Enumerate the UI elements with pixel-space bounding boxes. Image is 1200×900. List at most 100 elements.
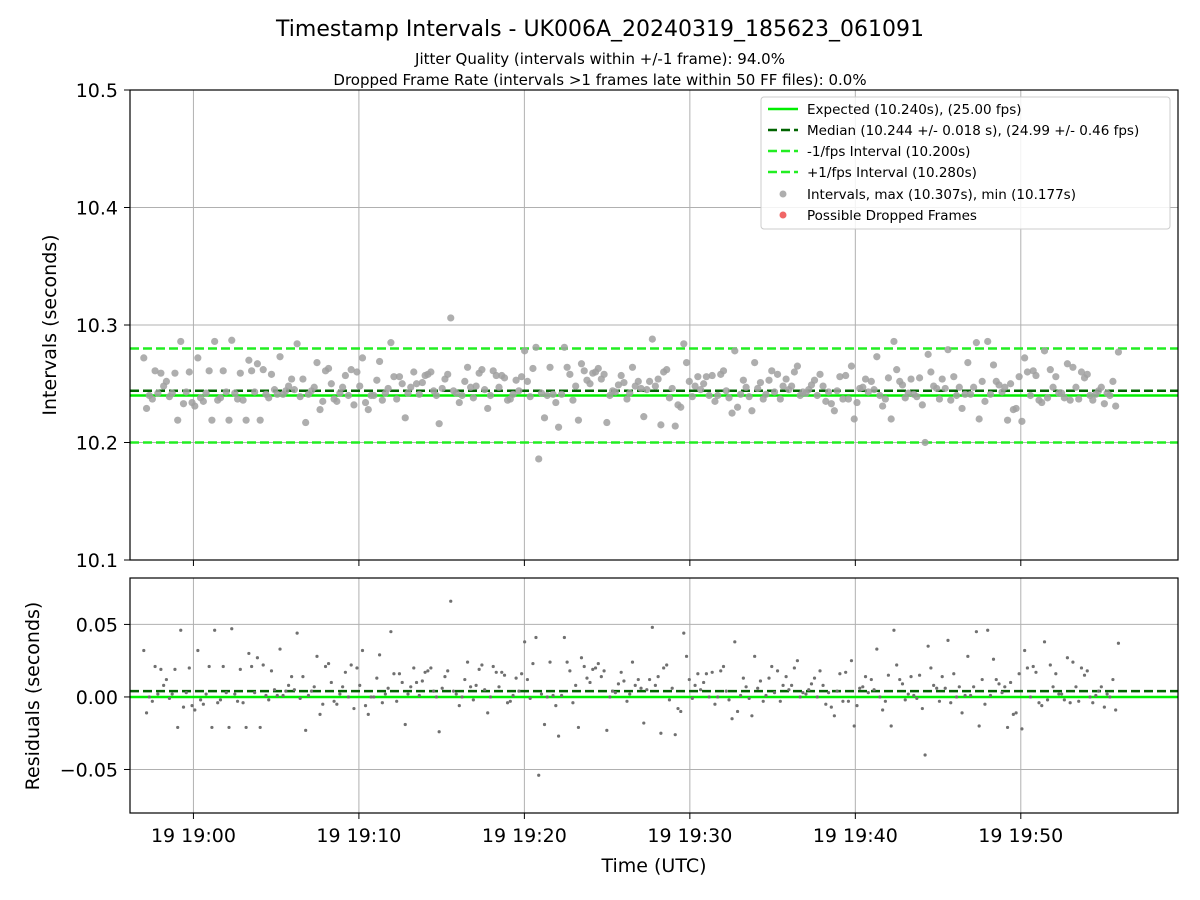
interval-point bbox=[177, 337, 185, 346]
residual-point bbox=[784, 675, 788, 679]
interval-point bbox=[751, 359, 759, 367]
interval-point bbox=[844, 395, 853, 403]
interval-point bbox=[222, 388, 230, 396]
residual-point bbox=[341, 685, 345, 689]
residual-point bbox=[625, 699, 629, 703]
residual-point bbox=[699, 688, 703, 692]
interval-point bbox=[1077, 368, 1086, 376]
residual-point bbox=[517, 689, 521, 693]
residual-point bbox=[812, 676, 817, 680]
interval-point bbox=[256, 416, 264, 424]
residual-point bbox=[1051, 685, 1055, 689]
residual-point bbox=[696, 672, 700, 676]
interval-point bbox=[1060, 394, 1068, 402]
interval-point bbox=[756, 378, 765, 387]
interval-point bbox=[535, 455, 543, 463]
interval-point bbox=[463, 363, 472, 371]
residual-point bbox=[525, 677, 530, 682]
interval-point bbox=[927, 368, 935, 376]
legend-box bbox=[760, 96, 1171, 230]
residual-point bbox=[969, 693, 973, 698]
residual-point bbox=[494, 670, 498, 674]
interval-point bbox=[665, 394, 674, 402]
residual-point bbox=[1108, 695, 1112, 699]
residual-point bbox=[915, 696, 919, 701]
residual-point bbox=[508, 699, 512, 703]
interval-point bbox=[935, 395, 944, 403]
interval-point bbox=[574, 416, 583, 424]
residual-point bbox=[824, 702, 828, 706]
interval-point bbox=[836, 373, 844, 381]
residual-point bbox=[750, 714, 754, 718]
interval-point bbox=[484, 404, 492, 413]
interval-point bbox=[884, 374, 893, 382]
residual-point bbox=[372, 695, 376, 699]
interval-point bbox=[467, 383, 475, 391]
interval-point bbox=[907, 375, 915, 383]
intervals-y-tick-label: 10.1 bbox=[76, 550, 118, 572]
residual-point bbox=[571, 701, 575, 705]
residual-point bbox=[949, 701, 953, 705]
residual-point bbox=[542, 722, 547, 727]
residual-point bbox=[846, 699, 851, 703]
interval-point bbox=[691, 382, 699, 390]
interval-point bbox=[407, 383, 415, 391]
intervals-y-tick-label: 10.5 bbox=[76, 80, 118, 102]
residual-point bbox=[832, 714, 836, 718]
residual-point bbox=[892, 628, 896, 632]
residual-point bbox=[1111, 677, 1115, 682]
residual-point bbox=[670, 686, 674, 690]
residual-point bbox=[730, 717, 734, 721]
residual-point bbox=[707, 695, 711, 699]
residual-point bbox=[213, 628, 217, 632]
interval-point bbox=[833, 387, 841, 395]
residual-point bbox=[804, 692, 808, 696]
interval-point bbox=[594, 364, 602, 373]
interval-point bbox=[1063, 360, 1072, 368]
interval-point bbox=[427, 368, 435, 376]
residual-point bbox=[269, 669, 274, 673]
residual-point bbox=[434, 695, 439, 699]
residual-point bbox=[747, 696, 751, 701]
residual-point bbox=[562, 635, 566, 640]
interval-point bbox=[353, 368, 361, 376]
interval-point bbox=[154, 389, 162, 397]
residual-point bbox=[505, 701, 510, 705]
interval-point bbox=[364, 406, 372, 414]
residual-point bbox=[735, 709, 740, 714]
residual-point bbox=[164, 677, 169, 682]
interval-point bbox=[648, 335, 656, 343]
residual-point bbox=[446, 669, 450, 673]
residual-point bbox=[702, 680, 706, 685]
intervals-y-tick-label: 10.4 bbox=[76, 198, 118, 220]
residual-point bbox=[642, 721, 646, 725]
interval-point bbox=[933, 384, 941, 393]
interval-point bbox=[486, 391, 495, 400]
residual-point bbox=[179, 628, 183, 632]
interval-point bbox=[603, 418, 611, 427]
residual-point bbox=[531, 661, 535, 666]
interval-point bbox=[972, 339, 980, 347]
residual-point bbox=[360, 648, 365, 653]
residual-point bbox=[196, 648, 200, 653]
residual-point bbox=[463, 677, 467, 682]
residual-point bbox=[770, 664, 774, 669]
residual-point bbox=[645, 688, 649, 692]
interval-point bbox=[770, 388, 779, 396]
residual-point bbox=[1091, 701, 1095, 705]
interval-point bbox=[532, 343, 540, 351]
interval-point bbox=[1106, 391, 1114, 400]
residual-point bbox=[272, 688, 277, 692]
residual-point bbox=[1014, 711, 1018, 715]
interval-point bbox=[390, 373, 398, 381]
residual-point bbox=[451, 689, 456, 693]
interval-point bbox=[986, 390, 995, 398]
interval-point bbox=[316, 406, 324, 414]
residual-point bbox=[952, 672, 956, 676]
residual-point bbox=[173, 667, 177, 671]
residual-point bbox=[963, 693, 967, 698]
interval-point bbox=[242, 416, 250, 424]
interval-point bbox=[438, 384, 446, 393]
interval-point bbox=[881, 395, 889, 403]
